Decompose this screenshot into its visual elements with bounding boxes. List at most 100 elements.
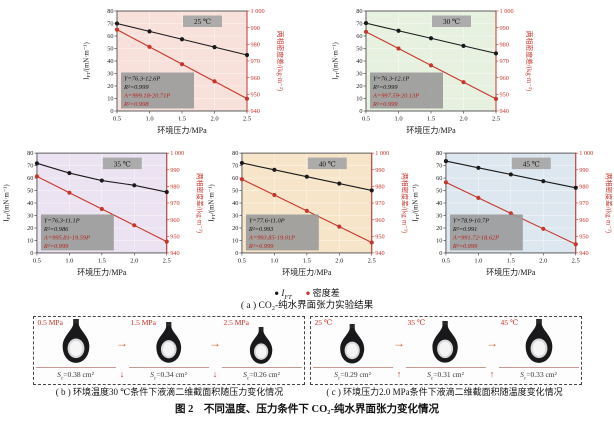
svg-text:1 000: 1 000 — [375, 150, 389, 157]
fit-equation: Y=78.9-10.7P — [453, 217, 489, 224]
data-point — [304, 208, 309, 213]
condition-label: 0.5 MPa — [37, 318, 63, 327]
svg-text:990: 990 — [251, 25, 260, 32]
data-point — [541, 226, 546, 231]
data-point — [99, 206, 104, 212]
annotation-box — [450, 214, 524, 251]
area-label: Sc=0.38 cm² — [57, 370, 94, 382]
data-point — [132, 223, 137, 228]
data-point — [67, 190, 72, 195]
condition-label: 45 ℃ — [500, 318, 519, 327]
svg-text:1 000: 1 000 — [580, 150, 594, 157]
svg-text:60: 60 — [437, 175, 443, 182]
svg-text:1 000: 1 000 — [500, 8, 514, 15]
svg-text:50: 50 — [437, 188, 443, 195]
chart-legend: ● IFT ● 密度差 — [0, 286, 614, 301]
legend-label: 密度差 — [312, 287, 340, 298]
data-point — [147, 29, 152, 34]
data-point — [212, 45, 217, 50]
svg-text:40: 40 — [107, 58, 113, 65]
svg-text:40: 40 — [437, 200, 443, 207]
y-axis-label-right: 两相密度差/(kg·m⁻³) — [196, 173, 205, 233]
fit-equation: R²=0.999 — [452, 243, 478, 250]
legend-marker-icon: ● — [274, 288, 280, 297]
svg-text:970: 970 — [375, 200, 384, 207]
data-point — [67, 170, 72, 176]
svg-text:60: 60 — [232, 175, 238, 182]
temperature-label: 30 ℃ — [443, 18, 460, 26]
y-axis-label-left: IFT/(mN·m⁻¹) — [84, 42, 92, 79]
svg-text:940: 940 — [251, 108, 260, 115]
svg-text:30: 30 — [437, 213, 443, 220]
svg-text:50: 50 — [27, 188, 33, 195]
svg-text:1.5: 1.5 — [98, 257, 106, 264]
condition-label: 1.5 MPa — [130, 318, 156, 327]
area-label: Sc=0.26 cm² — [243, 370, 280, 382]
fit-equation: Y=77.6-11.0P — [249, 217, 285, 224]
svg-text:80: 80 — [232, 150, 238, 157]
svg-text:2.5: 2.5 — [572, 257, 580, 264]
legend-label: IFT — [281, 287, 292, 301]
svg-text:960: 960 — [580, 217, 589, 224]
y-axis-label-left: IFT/(mN·m⁻¹) — [413, 184, 421, 221]
arrow-down-icon: ↓ — [212, 369, 218, 379]
data-point — [461, 80, 466, 85]
y-axis-label-right: 两相密度差/(kg·m⁻³) — [605, 173, 614, 233]
svg-text:50: 50 — [232, 188, 238, 195]
data-point — [132, 183, 137, 188]
svg-text:0.5: 0.5 — [33, 257, 41, 264]
data-point — [114, 27, 120, 32]
svg-text:30: 30 — [107, 71, 113, 78]
temperature-label-box — [102, 157, 142, 170]
x-axis-label: 环境压力/MPa — [487, 267, 537, 277]
svg-text:940: 940 — [170, 250, 179, 257]
svg-text:20: 20 — [107, 83, 113, 90]
chart-40℃: 0 10 20 30 40 50 60 70 80 940 950 960 970 980 990 1 000… — [208, 150, 409, 277]
svg-text:70: 70 — [107, 21, 113, 28]
chart-30℃: 0 10 20 30 40 50 60 70 80 940 950 960 970 980 990 1 000… — [333, 8, 535, 135]
temperature-label: 45 ℃ — [523, 160, 540, 168]
fit-equation: A=995.81-19.59P — [43, 234, 90, 241]
svg-text:1.5: 1.5 — [178, 116, 186, 123]
svg-text:1 000: 1 000 — [170, 150, 184, 157]
data-point — [396, 46, 401, 51]
data-point — [336, 224, 342, 229]
droplet-photo: 0.5 MPa — [35, 318, 116, 368]
y-axis-label-left: IFT/(mN·m⁻¹) — [3, 184, 11, 221]
annotation-box — [40, 214, 114, 251]
svg-text:1.0: 1.0 — [145, 116, 153, 123]
svg-text:1.0: 1.0 — [65, 257, 73, 264]
x-axis-label: 环境压力/MPa — [77, 267, 127, 277]
svg-text:2.5: 2.5 — [367, 257, 375, 264]
fit-equation: R²=0.993 — [248, 226, 273, 233]
fit-equation: R²=0.999 — [43, 243, 69, 250]
svg-text:40: 40 — [27, 200, 33, 207]
svg-text:10: 10 — [107, 96, 113, 103]
condition-label: 35 ℃ — [407, 318, 426, 327]
data-point — [244, 96, 250, 101]
svg-text:1.0: 1.0 — [475, 257, 483, 264]
svg-text:950: 950 — [580, 233, 589, 240]
legend-item-1: ● 密度差 — [306, 288, 340, 298]
svg-text:70: 70 — [437, 163, 443, 170]
svg-text:980: 980 — [170, 183, 179, 190]
svg-text:2.0: 2.0 — [459, 116, 467, 123]
svg-text:2.0: 2.0 — [335, 257, 343, 264]
data-point — [336, 181, 342, 186]
x-axis-label: 环境压力/MPa — [157, 125, 207, 135]
area-label: Sc=0.29 cm² — [334, 370, 371, 382]
data-point — [369, 188, 374, 193]
fit-equation: R²=0.999 — [372, 84, 398, 91]
svg-text:970: 970 — [251, 58, 260, 65]
condition-label: 25 ℃ — [314, 318, 333, 327]
data-point — [573, 185, 579, 190]
arrow-right-icon: → — [209, 335, 221, 350]
arrow-down-icon: ↓ — [119, 369, 125, 379]
x-axis-label: 环境压力/MPa — [406, 125, 456, 135]
svg-text:70: 70 — [27, 163, 33, 170]
annotation-box — [245, 214, 319, 251]
svg-text:950: 950 — [251, 91, 260, 98]
svg-text:10: 10 — [27, 238, 33, 245]
annotation-box — [370, 72, 443, 109]
data-point — [147, 44, 152, 49]
